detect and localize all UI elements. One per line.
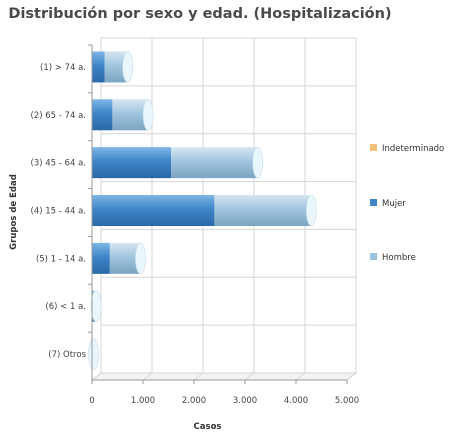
bar-segment-hombre <box>104 51 128 83</box>
x-gridline-floor <box>295 372 306 381</box>
legend-swatch-mujer <box>370 199 377 206</box>
bars <box>88 51 317 370</box>
x-tick-label: 1.000 <box>131 396 155 406</box>
bar-end-cap <box>142 98 154 131</box>
legend-swatch-indeterminado <box>370 144 377 151</box>
bar-segment-mujer <box>92 242 110 274</box>
bar-segment-mujer <box>92 99 113 131</box>
legend-label-mujer: Mujer <box>382 199 406 209</box>
x-gridline-floor <box>193 372 204 381</box>
bar-segment-mujer <box>92 51 105 83</box>
x-axis-title: Casos <box>194 422 222 432</box>
chart-floor <box>90 372 358 381</box>
legend: Indeterminado Mujer Hombre <box>370 144 444 263</box>
chart-title: Distribución por sexo y edad. (Hospitali… <box>8 6 392 22</box>
legend-swatch-hombre <box>370 253 377 260</box>
y-tick-label: (6) < 1 a. <box>45 302 86 312</box>
y-tick-label: (7) Otros <box>48 350 86 360</box>
bar-end-cap <box>122 51 133 83</box>
x-tick-label: 4.000 <box>284 396 308 406</box>
x-gridline-floor <box>346 372 357 381</box>
bar-segment-hombre <box>214 195 312 226</box>
y-tick-label: (3) 45 - 64 a. <box>31 159 86 169</box>
bar-end-cap <box>135 242 146 275</box>
y-tick-label: (2) 65 - 74 a. <box>31 111 86 121</box>
bar-segment-mujer <box>92 195 215 226</box>
bar-end-cap <box>252 146 264 179</box>
x-tick-label: 0 <box>89 396 94 406</box>
x-tick-label: 3.000 <box>233 396 257 406</box>
legend-label-indeterminado: Indeterminado <box>382 144 444 154</box>
x-gridline-floor <box>142 372 153 381</box>
bar-end-cap <box>305 194 317 227</box>
y-tick-label: (4) 15 - 44 a. <box>31 207 86 217</box>
y-axis-title: Grupos de Edad <box>9 174 19 250</box>
legend-label-hombre: Hombre <box>382 253 416 263</box>
bar-segment-hombre <box>171 147 258 179</box>
bar-segment-mujer <box>92 147 172 179</box>
y-tick-label: (5) 1 - 14 a. <box>36 254 86 264</box>
x-tick-label: 2.000 <box>182 396 206 406</box>
axes: (1) > 74 a. (2) 65 - 74 a. (3) 45 - 64 a. (… <box>9 44 359 432</box>
x-gridline-floor <box>244 372 255 381</box>
x-gridline-floor <box>91 372 102 381</box>
bar-end-cap <box>90 290 102 323</box>
bar-end-cap <box>88 338 99 370</box>
y-tick-label: (1) > 74 a. <box>40 63 86 73</box>
bar-segment-hombre <box>112 99 149 131</box>
x-tick-label: 5.000 <box>335 396 359 406</box>
